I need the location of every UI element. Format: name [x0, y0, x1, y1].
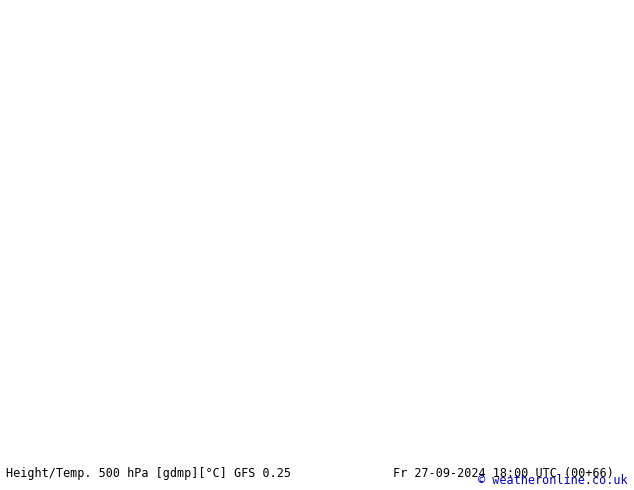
Text: Height/Temp. 500 hPa [gdmp][°C] GFS 0.25: Height/Temp. 500 hPa [gdmp][°C] GFS 0.25 [6, 467, 292, 480]
Text: Fr 27-09-2024 18:00 UTC (00+66): Fr 27-09-2024 18:00 UTC (00+66) [393, 467, 614, 480]
Text: © weatheronline.co.uk: © weatheronline.co.uk [478, 474, 628, 487]
